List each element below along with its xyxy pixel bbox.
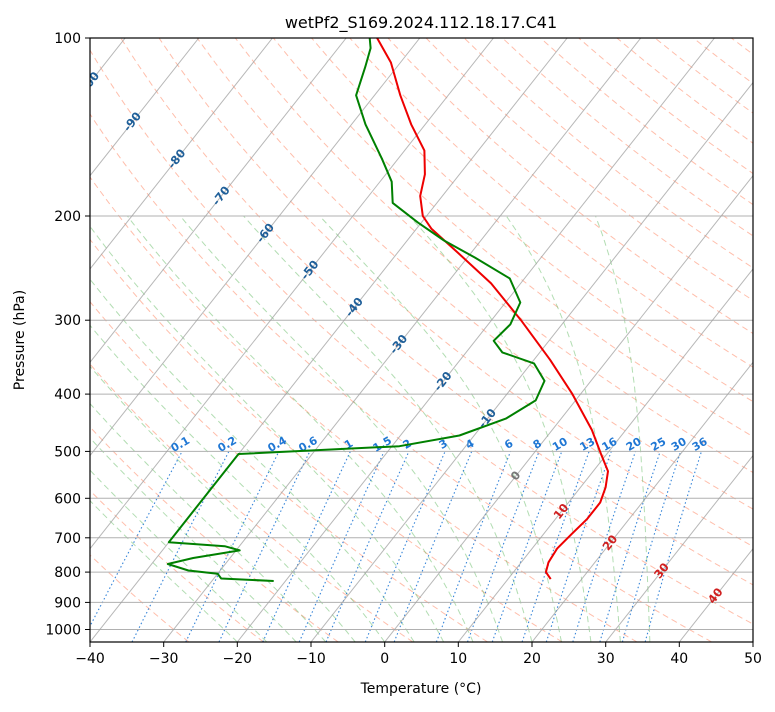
isotherm-label: -60 bbox=[253, 220, 277, 245]
isotherm-line bbox=[753, 38, 775, 642]
mixing-ratio-line bbox=[82, 451, 182, 642]
isotherm-line bbox=[0, 38, 420, 642]
mixing-ratio-line bbox=[622, 451, 680, 642]
moist-adiabat-line bbox=[0, 216, 237, 642]
dry-adiabat-line bbox=[0, 38, 488, 642]
moist-adiabat-line bbox=[409, 216, 591, 642]
isotherm-line bbox=[458, 38, 775, 642]
dry-adiabat-line bbox=[0, 38, 562, 642]
isotherm-lines bbox=[0, 38, 775, 642]
mixing-ratio-line bbox=[132, 451, 229, 642]
isotherm-line bbox=[0, 38, 199, 642]
isotherm-line bbox=[311, 38, 775, 642]
dry-adiabat-line bbox=[655, 38, 775, 642]
y-tick-label: 800 bbox=[54, 565, 81, 581]
isotherm-label: -70 bbox=[209, 183, 233, 208]
x-tick-label: −30 bbox=[149, 651, 179, 667]
dry-adiabat-line bbox=[541, 38, 775, 642]
moist-adiabat-line bbox=[320, 216, 562, 642]
x-tick-label: −40 bbox=[75, 651, 105, 667]
dry-adiabat-line bbox=[426, 38, 775, 642]
mixing-ratio-line bbox=[468, 451, 540, 642]
chart-title: wetPf2_S169.2024.112.18.17.C41 bbox=[285, 13, 557, 33]
pressure-gridlines bbox=[90, 38, 753, 630]
isotherm-line bbox=[606, 38, 775, 642]
isotherm-label: -50 bbox=[298, 257, 322, 282]
mixing-ratio-label: 8 bbox=[531, 437, 544, 452]
isotherm-line bbox=[16, 38, 493, 642]
dry-adiabats bbox=[0, 38, 775, 642]
y-tick-label: 600 bbox=[54, 491, 81, 507]
isotherm-label: -100 bbox=[73, 69, 102, 100]
dry-adiabat-line bbox=[159, 38, 775, 642]
y-axis-ticks: 100 200 300 400 500 600 700 800 900 1000 bbox=[45, 31, 90, 639]
mixing-ratio-label: 4 bbox=[463, 437, 476, 452]
mixing-ratio-label: 6 bbox=[502, 437, 515, 452]
dry-adiabat-line bbox=[6, 38, 637, 642]
y-axis-label: Pressure (hPa) bbox=[12, 290, 28, 390]
y-tick-label: 200 bbox=[54, 209, 81, 225]
isotherm-line bbox=[532, 38, 775, 642]
dry-adiabat-line bbox=[770, 38, 775, 642]
y-tick-label: 500 bbox=[54, 444, 81, 460]
dry-adiabat-line bbox=[693, 38, 775, 642]
isotherm-label: -80 bbox=[165, 146, 189, 171]
x-tick-label: −10 bbox=[296, 651, 326, 667]
x-tick-label: 10 bbox=[449, 651, 467, 667]
moist-adiabat-line bbox=[0, 216, 296, 642]
dry-adiabat-line bbox=[502, 38, 775, 642]
isotherm-label: 40 bbox=[705, 585, 726, 606]
dry-adiabat-line bbox=[464, 38, 775, 642]
isotherm-label: -40 bbox=[342, 294, 366, 319]
x-tick-label: 40 bbox=[670, 651, 688, 667]
x-axis-ticks: −40 −30 −20 −10 0 10 20 30 40 50 bbox=[75, 642, 762, 667]
moist-adiabat-line bbox=[127, 216, 473, 642]
y-tick-label: 100 bbox=[54, 31, 81, 47]
isotherm-label: 10 bbox=[551, 501, 572, 522]
y-tick-label: 300 bbox=[54, 313, 81, 329]
isotherm-label: -10 bbox=[475, 406, 499, 431]
dry-adiabat-line bbox=[83, 38, 775, 642]
isotherm-label: 0 bbox=[508, 468, 524, 483]
dry-adiabat-line bbox=[0, 38, 338, 642]
mixing-ratio-line bbox=[326, 451, 409, 642]
dry-adiabat-line bbox=[312, 38, 775, 642]
mixing-ratio-line bbox=[492, 451, 562, 642]
mixing-ratio-line bbox=[436, 451, 510, 642]
isotherm-label: 30 bbox=[651, 560, 672, 581]
y-tick-label: 400 bbox=[54, 387, 81, 403]
x-tick-label: 30 bbox=[597, 651, 615, 667]
isotherm-label: -30 bbox=[386, 332, 410, 357]
sounding-series bbox=[168, 38, 608, 581]
x-tick-label: −20 bbox=[223, 651, 253, 667]
mixing-ratio-line bbox=[645, 451, 701, 642]
dry-adiabat-line bbox=[0, 38, 413, 642]
dry-adiabat-line bbox=[0, 38, 189, 642]
isotherm-line bbox=[237, 38, 714, 642]
isotherm-label: -90 bbox=[120, 109, 144, 134]
moist-adiabat-line bbox=[0, 216, 326, 642]
x-tick-label: 50 bbox=[744, 651, 762, 667]
x-tick-label: 0 bbox=[380, 651, 389, 667]
mixing-ratio-line bbox=[365, 451, 445, 642]
mixing-ratio-line bbox=[263, 451, 351, 642]
x-axis-label: Temperature (°C) bbox=[360, 681, 482, 697]
y-tick-label: 1000 bbox=[45, 623, 81, 639]
y-tick-label: 700 bbox=[54, 531, 81, 547]
y-tick-label: 900 bbox=[54, 595, 81, 611]
dry-adiabat-line bbox=[197, 38, 775, 642]
moist-adiabat-line bbox=[82, 216, 443, 642]
x-tick-label: 20 bbox=[523, 651, 541, 667]
